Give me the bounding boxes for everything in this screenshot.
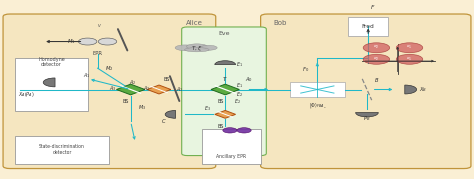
Text: $A_2$: $A_2$	[129, 78, 137, 87]
Text: $T, \xi$: $T, \xi$	[191, 44, 202, 53]
Text: $E_2$: $E_2$	[234, 98, 241, 106]
Text: Ancillary EPR: Ancillary EPR	[216, 154, 246, 159]
Text: $E_3$: $E_3$	[204, 105, 211, 113]
Text: $\alpha_2$: $\alpha_2$	[373, 56, 380, 63]
Text: BS: BS	[217, 124, 224, 129]
Text: BS: BS	[217, 99, 224, 104]
Circle shape	[223, 128, 237, 133]
Text: $E_2$: $E_2$	[236, 90, 243, 99]
Circle shape	[78, 38, 97, 45]
Ellipse shape	[200, 45, 217, 50]
Text: EPR: EPR	[92, 52, 102, 57]
Text: $M_1$: $M_1$	[67, 37, 76, 46]
Ellipse shape	[175, 45, 195, 51]
Ellipse shape	[186, 44, 207, 49]
Wedge shape	[215, 61, 236, 65]
Bar	[15, 57, 88, 111]
Text: BS: BS	[123, 99, 129, 104]
Text: $M_2$: $M_2$	[105, 64, 113, 73]
Text: Bob: Bob	[273, 20, 287, 26]
Bar	[15, 136, 109, 164]
Text: $v$: $v$	[98, 22, 102, 29]
Circle shape	[98, 38, 117, 45]
Text: $A_1$: $A_1$	[175, 85, 183, 94]
FancyBboxPatch shape	[261, 14, 471, 169]
Text: $B$: $B$	[374, 76, 379, 84]
Circle shape	[363, 43, 390, 53]
Wedge shape	[43, 78, 55, 87]
Polygon shape	[117, 84, 145, 95]
Circle shape	[396, 54, 423, 64]
Text: $F_0$: $F_0$	[301, 66, 309, 74]
Text: Eve: Eve	[218, 31, 230, 36]
Bar	[290, 81, 345, 98]
Polygon shape	[147, 85, 171, 94]
Bar	[348, 17, 388, 36]
Text: $M_3$: $M_3$	[138, 103, 146, 112]
Circle shape	[237, 128, 251, 133]
Circle shape	[396, 43, 423, 53]
Text: Fred: Fred	[362, 24, 374, 29]
Text: $\alpha_1$: $\alpha_1$	[406, 44, 413, 51]
Text: $\alpha_1$: $\alpha_1$	[406, 56, 413, 63]
Text: $A_2$: $A_2$	[144, 84, 151, 93]
Ellipse shape	[184, 48, 209, 52]
Text: $A_0$: $A_0$	[245, 75, 253, 84]
Text: $P_B$: $P_B$	[363, 114, 371, 123]
Text: $A_3$: $A_3$	[109, 84, 117, 93]
Text: Alice: Alice	[186, 20, 203, 26]
Text: Homodyne
detector: Homodyne detector	[38, 57, 65, 67]
FancyBboxPatch shape	[182, 27, 266, 156]
Text: $E_1$: $E_1$	[236, 60, 243, 69]
Text: $F$: $F$	[370, 3, 375, 11]
FancyBboxPatch shape	[3, 14, 216, 169]
Polygon shape	[211, 84, 239, 95]
Text: $X_B$: $X_B$	[419, 85, 427, 94]
Text: State-discrimination
detector: State-discrimination detector	[39, 144, 85, 155]
Text: $C$: $C$	[161, 117, 167, 125]
Text: $E_1$: $E_1$	[236, 81, 243, 90]
Bar	[201, 129, 261, 164]
Text: BS: BS	[164, 77, 170, 82]
Text: $|\Phi\rangle_{FBA_0}$: $|\Phi\rangle_{FBA_0}$	[309, 102, 326, 111]
Circle shape	[363, 54, 390, 64]
Wedge shape	[165, 110, 175, 118]
Polygon shape	[215, 110, 236, 118]
Text: $T$: $T$	[222, 75, 228, 83]
Wedge shape	[405, 85, 417, 94]
Wedge shape	[356, 113, 378, 117]
Text: $X_A(P_A)$: $X_A(P_A)$	[18, 90, 35, 99]
Text: $\alpha_2$: $\alpha_2$	[373, 44, 380, 51]
Text: $A_1$: $A_1$	[83, 71, 91, 80]
